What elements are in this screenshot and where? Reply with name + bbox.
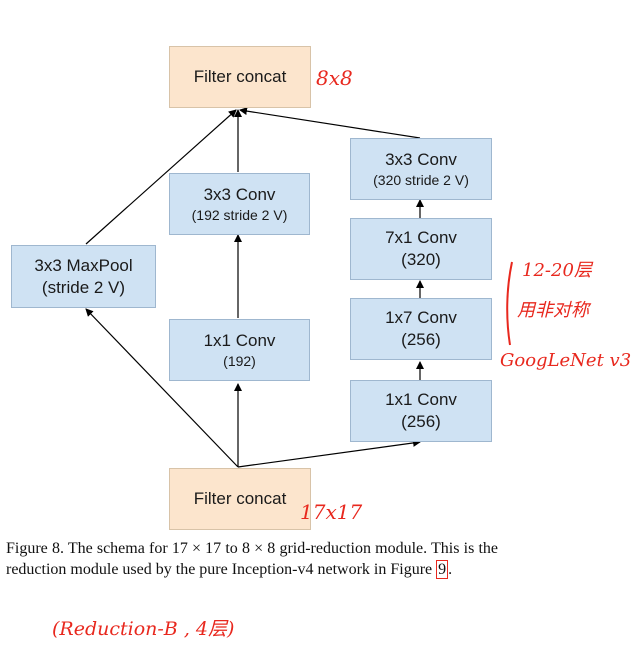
mid-conv3x3-line1: 3x3 Conv — [203, 185, 276, 204]
right-conv1x1-node: 1x1 Conv (256) — [350, 380, 492, 442]
figure-caption: Figure 8. The schema for 17 × 17 to 8 × … — [6, 538, 498, 580]
edge-input-to-maxpool — [85, 308, 239, 468]
annotation-top-size: 8x8 — [316, 66, 353, 90]
mid-conv3x3-node: 3x3 Conv (192 stride 2 V) — [169, 173, 310, 235]
right-conv1x1-line2: (256) — [401, 412, 441, 431]
right-conv3x3-line1: 3x3 Conv — [385, 150, 457, 169]
right-conv1x7-line1: 1x7 Conv — [385, 308, 457, 327]
handwritten-bracket — [506, 261, 513, 346]
right-conv7x1-line2: (320) — [401, 250, 441, 269]
annotation-side-line2: 用非对称 — [517, 300, 589, 321]
filter-concat-bottom-label: Filter concat — [193, 489, 287, 508]
maxpool-line2: (stride 2 V) — [41, 277, 126, 297]
filter-concat-top: Filter concat — [169, 46, 311, 108]
caption-end: . — [448, 561, 453, 578]
maxpool-line1: 3x3 MaxPool — [34, 255, 133, 275]
edge-right-conv3x3-to-concat — [239, 107, 421, 139]
maxpool-node: 3x3 MaxPool (stride 2 V) — [11, 245, 156, 308]
mid-conv1x1-node: 1x1 Conv (192) — [169, 319, 310, 381]
right-conv1x7-node: 1x7 Conv (256) — [350, 298, 492, 360]
edge-input-to-right-conv1x1 — [237, 438, 421, 468]
annotation-side-line3: GoogLeNet v3 — [500, 350, 632, 371]
mid-conv1x1-line2: (192) — [223, 353, 256, 369]
annotation-side-line1: 12-20层 — [522, 260, 592, 281]
caption-text: Figure 8. The schema for 17 × 17 to 8 × … — [6, 540, 498, 578]
right-conv1x1-line1: 1x1 Conv — [385, 390, 457, 409]
edge-maxpool-to-concat — [85, 109, 237, 245]
right-conv3x3-node: 3x3 Conv (320 stride 2 V) — [350, 138, 492, 200]
mid-conv1x1-line1: 1x1 Conv — [203, 331, 276, 350]
filter-concat-top-label: Filter concat — [193, 67, 287, 86]
right-conv3x3-line2: (320 stride 2 V) — [373, 172, 469, 188]
mid-conv3x3-line2: (192 stride 2 V) — [191, 207, 288, 223]
right-conv7x1-node: 7x1 Conv (320) — [350, 218, 492, 280]
annotation-bottom-note: (Reduction-B , 4层) — [52, 618, 235, 640]
caption-figure-link[interactable]: 9 — [436, 560, 449, 579]
filter-concat-bottom: Filter concat — [169, 468, 311, 530]
right-conv7x1-line1: 7x1 Conv — [385, 228, 457, 247]
annotation-bottom-size: 17x17 — [300, 500, 363, 524]
right-conv1x7-line2: (256) — [401, 330, 441, 349]
